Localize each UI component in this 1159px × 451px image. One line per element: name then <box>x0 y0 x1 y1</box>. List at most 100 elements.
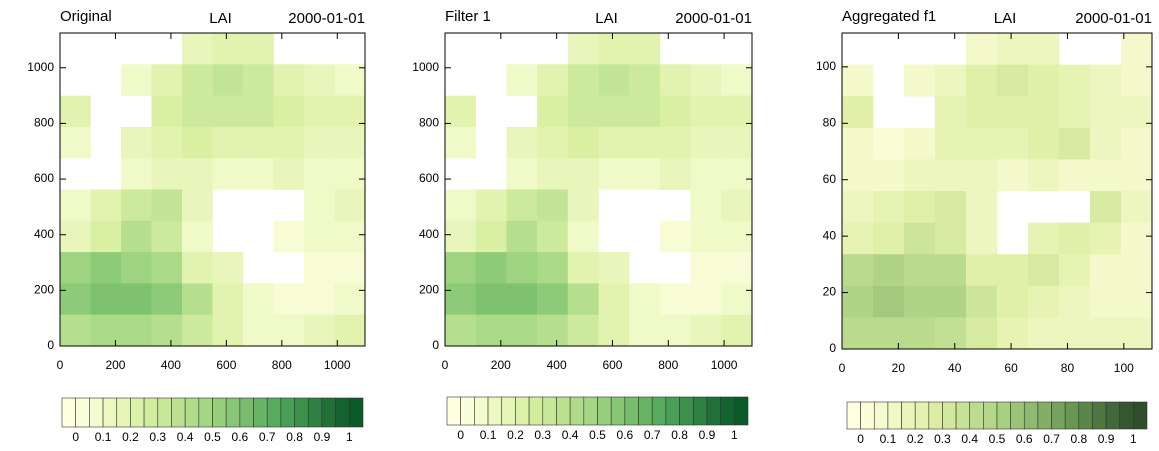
heat-cell <box>997 159 1029 192</box>
heat-cell <box>873 159 905 192</box>
heat-cell <box>873 317 905 350</box>
panel-left-title: Original <box>60 8 112 25</box>
heat-cell <box>1028 64 1060 97</box>
heat-cell <box>506 252 538 284</box>
heat-cell <box>475 314 507 347</box>
heat-cell <box>1121 254 1153 287</box>
heat-cell <box>304 189 335 222</box>
colorbar-tick-label: 0.8 <box>671 428 688 442</box>
colorbar-tick-label: 0.1 <box>880 432 897 446</box>
heat-cell <box>721 314 753 347</box>
heat-cell <box>966 33 998 65</box>
colorbar-tick-label: 0.5 <box>204 430 221 444</box>
heat-cell <box>598 252 630 284</box>
heat-cell <box>60 283 91 315</box>
heat-cell <box>304 158 335 190</box>
heat-cell <box>1121 191 1153 223</box>
colorbar-box <box>349 397 364 428</box>
heat-cell <box>273 283 305 315</box>
heat-cell <box>537 158 569 190</box>
heat-cell <box>334 220 366 253</box>
heat-cell <box>966 285 998 318</box>
heat-cell <box>243 283 274 315</box>
heat-cell <box>567 126 599 159</box>
colorbar-box <box>887 401 902 430</box>
heat-cell <box>60 220 91 253</box>
colorbar-box <box>1010 401 1025 430</box>
heat-cell <box>273 64 305 96</box>
colorbar-box <box>1064 401 1080 430</box>
y-tick-label: 100 <box>816 59 836 73</box>
heat-cell <box>598 314 630 347</box>
heat-cell <box>475 252 507 284</box>
colorbar-tick-label: 0.4 <box>562 428 579 442</box>
colorbar-box <box>116 397 131 428</box>
heat-cell <box>60 95 91 128</box>
colorbar-box <box>983 401 998 430</box>
colorbar-box <box>1119 401 1134 430</box>
panel-title: LAI <box>994 10 1017 27</box>
x-tick-label: 400 <box>547 358 567 372</box>
colorbar-box <box>184 397 200 428</box>
heat-cell <box>1059 64 1091 97</box>
colorbar-box <box>542 396 557 426</box>
heat-cell <box>1090 64 1122 97</box>
heat-cell <box>629 314 661 347</box>
heat-cell <box>997 317 1029 350</box>
heat-cell <box>966 191 998 223</box>
y-tick-label: 800 <box>34 116 54 130</box>
x-tick-label: 200 <box>105 358 125 372</box>
heat-cell <box>721 126 753 159</box>
heat-cell <box>1028 222 1060 255</box>
heat-cell <box>997 96 1029 129</box>
colorbar-box <box>873 401 889 430</box>
heat-cell <box>690 314 722 347</box>
heat-cell <box>506 314 538 347</box>
heat-cell <box>243 126 274 159</box>
heat-cell <box>537 252 569 284</box>
colorbar-tick-label: 0.5 <box>589 428 606 442</box>
colorbar-box <box>597 396 612 426</box>
heat-cell <box>1090 254 1122 287</box>
colorbar-box <box>474 396 489 426</box>
colorbar-box <box>446 396 461 426</box>
heat-cell <box>721 252 753 284</box>
heat-cell <box>182 252 213 284</box>
heat-cell <box>935 191 967 223</box>
heat-cell <box>904 191 936 223</box>
heat-cell <box>690 64 722 96</box>
heat-cell <box>60 126 91 159</box>
heat-cell <box>304 126 335 159</box>
heat-cell <box>182 64 213 96</box>
y-tick-label: 200 <box>419 283 439 297</box>
heat-cell <box>690 126 722 159</box>
heat-cell <box>1028 317 1060 350</box>
heat-cell <box>598 283 630 315</box>
heat-cell <box>721 95 753 128</box>
heat-cell <box>598 95 630 128</box>
heat-cell <box>1059 285 1091 318</box>
colorbar-tick-label: 0.2 <box>122 430 139 444</box>
heat-cell <box>659 158 691 190</box>
heat-cell <box>904 64 936 97</box>
heat-cell <box>151 126 183 159</box>
heat-cell <box>567 33 599 65</box>
colorbar-tick-label: 0.1 <box>480 428 497 442</box>
y-tick-label: 0 <box>47 338 54 352</box>
heat-cell <box>935 127 967 160</box>
heat-cell <box>151 158 183 190</box>
heat-cell <box>659 95 691 128</box>
heat-cell <box>721 283 753 315</box>
heat-cell <box>475 189 507 222</box>
heat-cell <box>997 127 1029 160</box>
heat-cell <box>151 252 183 284</box>
colorbar-box <box>996 401 1011 430</box>
heat-cell <box>506 220 538 253</box>
heat-cell <box>629 158 661 190</box>
plot-frame <box>444 32 753 347</box>
heat-cell <box>935 317 967 350</box>
heat-cell <box>90 252 122 284</box>
x-tick-label: 40 <box>948 361 962 375</box>
heat-cell <box>1028 285 1060 318</box>
